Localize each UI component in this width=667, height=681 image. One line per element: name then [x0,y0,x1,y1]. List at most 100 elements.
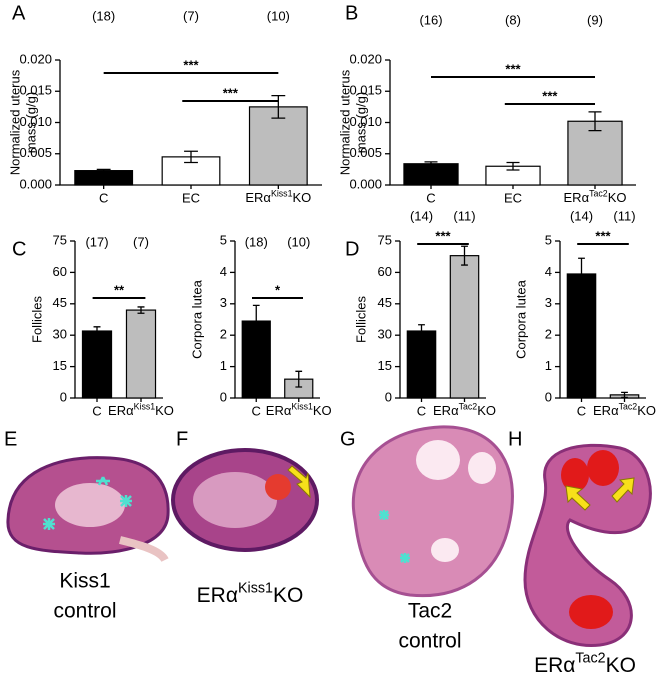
n-label: (10) [287,234,310,249]
x-tick-label: ERαKiss1KO [245,189,311,206]
n-label: (8) [505,12,521,27]
y-axis-label: Corpora lutea [513,279,528,359]
y-tick-label: 30 [378,327,392,342]
y-tick-label: 0.005 [19,145,52,160]
arrow [565,485,591,511]
panel-letter: D [345,238,359,260]
error-bar [252,304,260,338]
hemorrhagic-follicle [561,458,589,492]
error-bar [295,370,303,388]
bar [566,273,597,399]
error-bar [137,306,145,314]
y-tick-label: 3 [545,295,552,310]
y-tick-label: 0.005 [349,145,382,160]
image-label: control [53,600,116,623]
follicle [468,452,496,484]
arrow [287,465,311,499]
y-tick-label: 1 [220,358,227,373]
bar [248,106,308,186]
y-tick-label: 0.010 [19,114,52,129]
y-axis-label: Follicles [353,296,368,343]
error-bar [424,161,438,167]
y-tick-label: 15 [53,358,67,373]
cyan-marker [379,510,389,520]
image-label: control [398,630,461,653]
hemorrhagic-follicle [587,450,619,486]
panel-letter: E [4,428,17,450]
chart: Corpora lutea 0 1 2 3 4 5 C (18) ERαKiss1KO (10) * [189,232,331,418]
y-tick-label: 60 [53,264,67,279]
x-tick-label: ERαKiss1KO [266,402,332,419]
y-tick-label: 0 [60,389,67,404]
significance-label: * [275,282,281,297]
y-tick-label: 0.000 [349,176,382,191]
error-bar [418,324,425,338]
y-tick-label: 4 [545,264,552,279]
histology-e [6,456,170,563]
y-tick-label: 60 [378,264,392,279]
error-bar [96,168,111,173]
significance-label: *** [183,57,199,72]
cyan-marker [96,476,110,486]
panel-letter: A [12,2,26,24]
bar [81,330,113,399]
n-label: (9) [587,12,603,27]
x-tick-label: C [252,403,261,418]
error-bar [93,326,101,336]
x-tick-label: EC [504,190,522,205]
bar [449,255,480,399]
x-tick-label: C [99,190,108,205]
panel-letter: B [345,2,358,24]
follicle [431,538,459,562]
significance-label: *** [595,228,611,243]
y-tick-label: 75 [378,232,392,247]
n-label: (18) [245,234,268,249]
error-bar [578,257,585,291]
cyan-marker [43,518,55,530]
y-tick-label: 45 [378,295,392,310]
histology-g [351,425,514,598]
n-label: (7) [133,234,149,249]
y-tick-label: 2 [220,327,227,342]
bar [403,163,459,186]
y-tick-label: 1 [545,358,552,373]
histology-f [171,448,319,552]
bar [74,170,134,186]
y-tick-label: 5 [545,232,552,247]
significance-label: *** [542,88,558,103]
image-label: Kiss1 [59,570,110,593]
significance-label: *** [223,85,239,100]
image-label: ERαTac2KO [534,650,636,676]
y-tick-label: 0.010 [349,114,382,129]
chart: Corpora lutea 0 1 2 3 4 5 C (14) ERαTac2KO (11)*** [513,208,656,418]
y-axis-label: Normalized uterus [7,69,22,175]
x-tick-label: ERαTac2KO [564,189,627,206]
error-bar [461,245,468,266]
error-bar [588,111,602,132]
stroma [193,472,277,528]
y-axis-label: Follicles [29,296,44,343]
n-label: (17) [85,234,108,249]
y-tick-label: 5 [220,232,227,247]
y-tick-label: 3 [220,295,227,310]
bar [406,330,437,399]
chart: D Follicles 0 15 30 45 60 75 C (14) ERαTac2KO (11)*… [345,208,496,418]
y-axis-label: Corpora lutea [189,279,204,359]
y-tick-label: 0.020 [349,51,382,66]
y-tick-label: 0 [385,389,392,404]
hemorrhagic-follicle [569,595,613,629]
x-tick-label: ERαTac2KO [433,402,496,419]
significance-label: ** [114,282,125,297]
panel-letter: C [12,238,26,260]
error-bar [621,391,628,399]
panel-letter: G [340,428,356,450]
y-axis-label: mass (g/g) [23,92,38,153]
tissue [119,536,169,563]
y-axis-label: mass (g/g) [353,92,368,153]
image-label: ERαKiss1KO [197,580,304,606]
bar [125,309,157,399]
bar [567,120,623,186]
n-label: (11) [613,208,635,223]
image-label: Tac2 [408,600,452,623]
